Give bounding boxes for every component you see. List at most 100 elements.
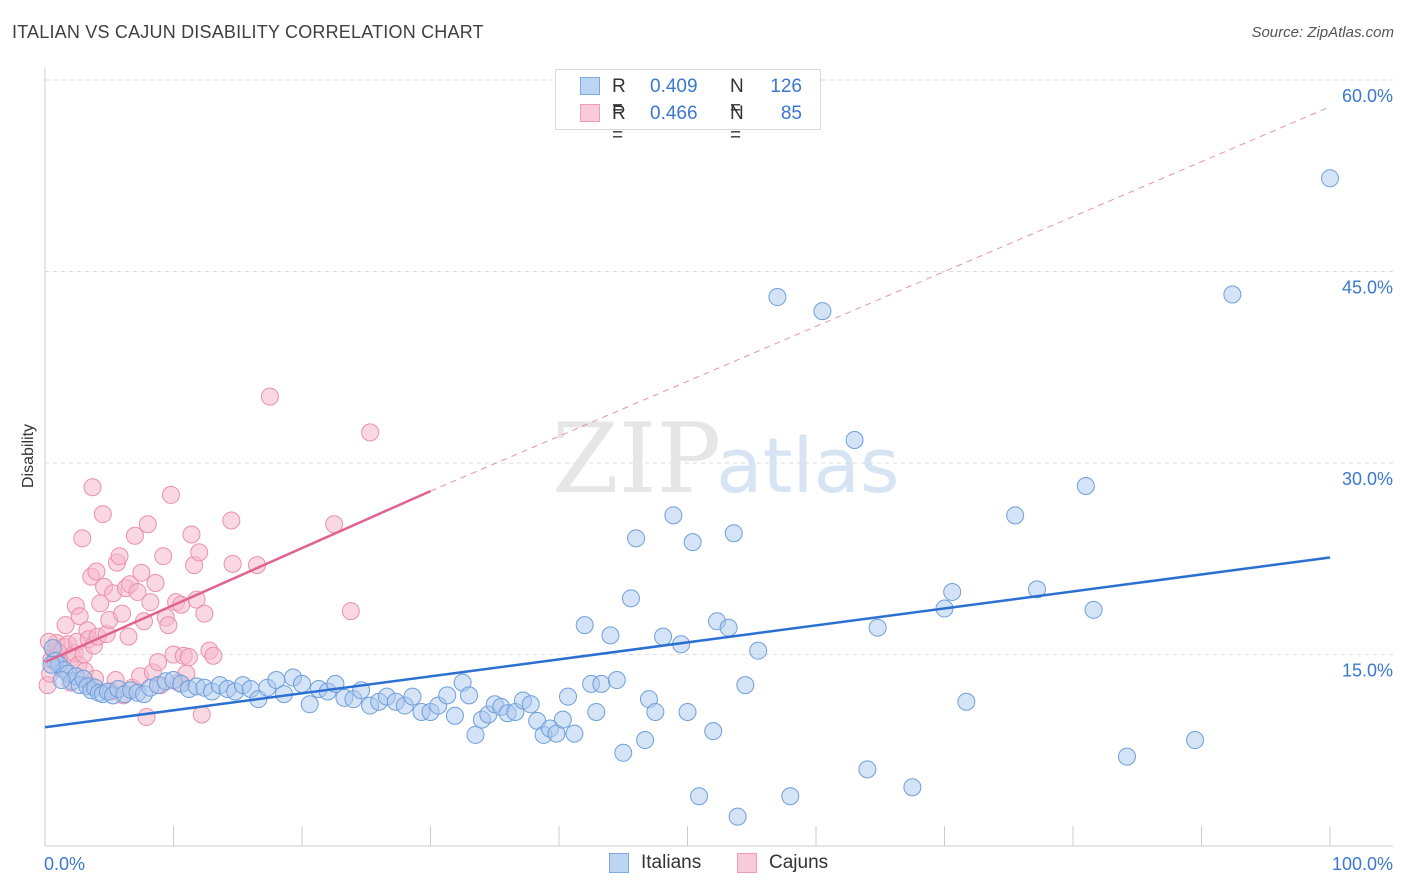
italians-point	[903, 778, 922, 797]
italians-point	[690, 787, 709, 806]
italians-point	[587, 702, 606, 721]
cajuns-point	[149, 653, 168, 672]
cajuns-point	[361, 423, 380, 442]
italians-swatch	[580, 77, 600, 95]
italians-point	[403, 687, 422, 706]
cajuns-point	[132, 563, 151, 582]
italians-point	[704, 722, 723, 741]
y-axis-title: Disability	[20, 424, 37, 488]
cajuns-point	[260, 387, 279, 406]
cajuns-point	[222, 511, 241, 530]
r-label: R =	[612, 76, 626, 119]
italians-point	[445, 706, 464, 725]
n-label: N =	[730, 103, 744, 146]
italians-point	[781, 787, 800, 806]
italians-point	[683, 533, 702, 552]
italians-point	[1223, 285, 1242, 304]
italians-point	[592, 674, 611, 693]
cajuns-swatch	[737, 853, 757, 873]
cajuns-point	[93, 505, 112, 524]
n-label: N =	[730, 76, 744, 119]
italians-point	[1186, 731, 1205, 750]
italians-point	[575, 616, 594, 635]
cajuns-point	[146, 574, 165, 593]
italians-point	[607, 671, 626, 690]
cajuns-point	[141, 593, 160, 612]
italians-point	[565, 724, 584, 743]
y-tick-label: 15.0%	[1342, 661, 1393, 681]
x-tick-label: 0.0%	[44, 854, 85, 874]
r-value: 0.466	[650, 103, 698, 124]
italians-point	[664, 506, 683, 525]
watermark: ZIP atlas	[552, 403, 900, 515]
cajuns-point	[56, 616, 75, 635]
italians-point	[654, 627, 673, 646]
italians-swatch	[609, 853, 629, 873]
italians-point	[466, 725, 485, 744]
italians-point	[1084, 600, 1103, 619]
chart-title: ITALIAN VS CAJUN DISABILITY CORRELATION …	[12, 22, 484, 42]
italians-point	[627, 529, 646, 548]
cajuns-point	[73, 529, 92, 548]
cajuns-point	[70, 607, 89, 626]
italians-point	[1076, 476, 1095, 495]
italians-point	[553, 710, 572, 729]
italians-point	[614, 743, 633, 762]
italians-label: Italians	[641, 852, 702, 873]
cajuns-label: Cajuns	[769, 852, 829, 873]
source-label: Source: ZipAtlas.com	[1251, 24, 1394, 41]
cajuns-point	[125, 526, 144, 545]
cajuns-point	[204, 646, 223, 665]
watermark-atlas: atlas	[716, 421, 900, 510]
italians-point	[1321, 169, 1339, 188]
italians-point	[868, 618, 887, 637]
italians-point	[646, 702, 665, 721]
italians-point	[724, 524, 743, 543]
cajuns-point	[341, 602, 360, 621]
italians-point	[749, 641, 768, 660]
italians-point	[957, 692, 976, 711]
italians-point	[943, 582, 962, 601]
italians-point	[728, 807, 747, 826]
trend-line-italians	[44, 556, 1331, 729]
watermark-zip: ZIP	[552, 403, 721, 515]
cajuns-point	[119, 627, 138, 646]
italians-point	[52, 671, 71, 690]
italians-point	[1117, 747, 1136, 766]
y-tick-label: 60.0%	[1342, 86, 1393, 106]
trend-lines	[44, 106, 1331, 729]
n-value: 126	[770, 76, 802, 97]
italians-point	[845, 431, 864, 450]
axes	[44, 68, 1393, 847]
cajuns-point	[128, 582, 147, 601]
cajuns-point	[137, 708, 156, 727]
y-tick-label: 45.0%	[1342, 278, 1393, 298]
italians-point	[813, 302, 832, 321]
italians-point	[621, 589, 640, 608]
italians-point	[678, 702, 697, 721]
legend: R = 0.409 N = 126 R = 0.466 N = 85	[555, 69, 821, 146]
cajuns-point	[87, 562, 106, 581]
trend-line-cajuns-extension	[430, 106, 1331, 492]
italians-point	[300, 695, 319, 714]
cajuns-point	[154, 547, 173, 566]
r-value: 0.409	[650, 76, 698, 97]
cajuns-point	[182, 525, 201, 544]
x-tick-label: 100.0%	[1332, 854, 1393, 874]
italians-point	[293, 674, 311, 693]
italians-point	[521, 695, 540, 714]
cajuns-point	[190, 543, 209, 562]
italians-point	[736, 676, 755, 695]
cajuns-point	[138, 515, 157, 534]
trend-line-cajuns	[44, 489, 432, 664]
italians-point	[1028, 580, 1047, 599]
cajuns-point	[161, 485, 180, 504]
italians-point	[438, 686, 457, 705]
italians-point	[1006, 506, 1025, 525]
italians-point	[768, 288, 787, 307]
r-label: R =	[612, 103, 626, 146]
gridlines	[45, 79, 1393, 655]
cajuns-point	[110, 547, 129, 566]
tick-labels: 15.0% 30.0% 45.0% 60.0% 0.0% 100.0%	[44, 86, 1393, 874]
